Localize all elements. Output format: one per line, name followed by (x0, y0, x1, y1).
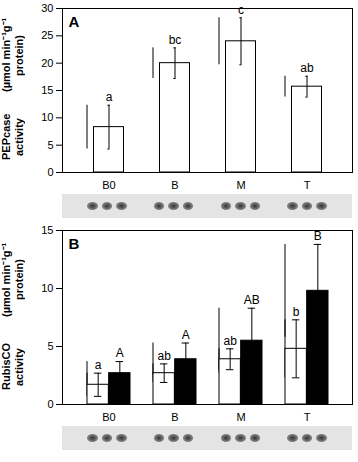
svg-text:20: 20 (41, 57, 53, 69)
svg-text:T: T (304, 411, 311, 423)
svg-text:M: M (236, 179, 245, 191)
svg-text:B: B (171, 179, 178, 191)
svg-text:ab: ab (300, 61, 314, 75)
svg-text:10: 10 (41, 282, 53, 294)
html-text:(µmol min⁻¹g⁻¹ protein): (µmol min⁻¹g⁻¹ protein) (0, 18, 25, 93)
svg-text:ab: ab (157, 349, 171, 363)
svg-text:15: 15 (41, 224, 53, 236)
svg-text:B: B (69, 235, 80, 252)
svg-text:A: A (69, 13, 80, 30)
html-text:PEPcase activity: PEPcase activity (0, 113, 25, 161)
svg-text:c: c (238, 3, 244, 17)
svg-text:A: A (182, 328, 190, 342)
svg-text:B0: B0 (102, 179, 115, 191)
svg-text:ab: ab (223, 334, 237, 348)
svg-text:B: B (171, 411, 178, 423)
svg-text:30: 30 (41, 2, 53, 14)
svg-text:T: T (304, 179, 311, 191)
svg-text:0: 0 (47, 166, 53, 178)
svg-text:10: 10 (41, 111, 53, 123)
svg-text:B0: B0 (102, 411, 115, 423)
svg-text:5: 5 (47, 139, 53, 151)
svg-text:AB: AB (244, 293, 260, 307)
svg-text:0: 0 (47, 398, 53, 410)
svg-text:5: 5 (47, 340, 53, 352)
html-text:RubisCO activity: RubisCO activity (0, 343, 25, 391)
svg-text:25: 25 (41, 29, 53, 41)
svg-text:M: M (236, 411, 245, 423)
svg-text:15: 15 (41, 84, 53, 96)
svg-text:b: b (293, 305, 300, 319)
html-text:(µmol min⁻¹g⁻¹ protein): (µmol min⁻¹g⁻¹ protein) (0, 242, 25, 317)
svg-text:a: a (106, 90, 113, 104)
svg-text:a: a (95, 358, 102, 372)
svg-text:A: A (116, 346, 124, 360)
svg-text:B: B (314, 229, 322, 243)
svg-text:bc: bc (169, 33, 182, 47)
